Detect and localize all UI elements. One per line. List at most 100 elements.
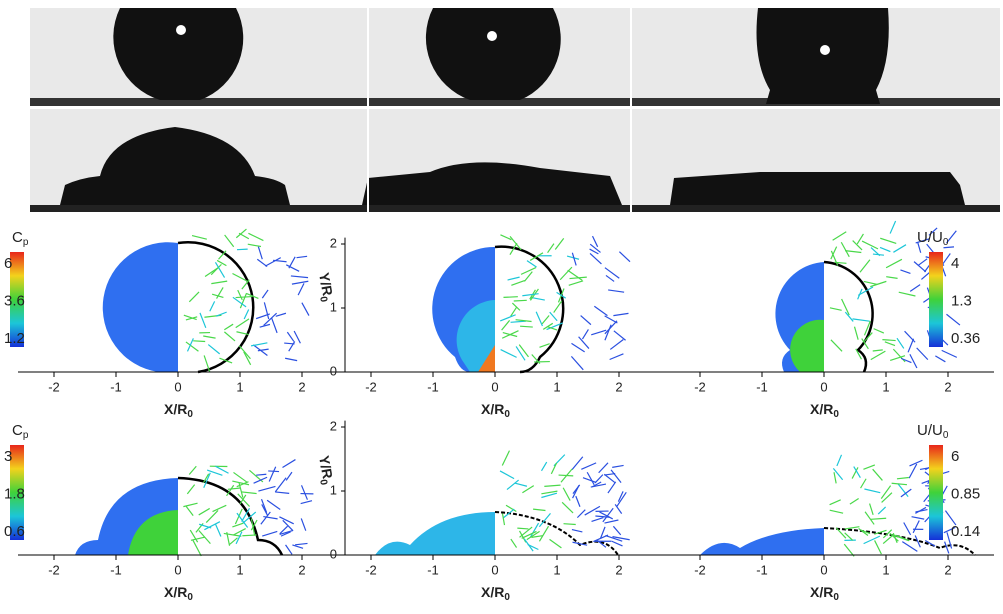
velocity-arrow bbox=[849, 498, 859, 505]
velocity-arrow bbox=[874, 529, 887, 535]
velocity-arrow bbox=[570, 355, 584, 371]
velocity-arrow bbox=[943, 246, 955, 249]
velocity-arrow bbox=[580, 315, 592, 326]
colorbar bbox=[10, 252, 24, 347]
velocity-arrow bbox=[830, 250, 839, 266]
velocity-arrow bbox=[246, 292, 259, 299]
velocity-arrow bbox=[599, 511, 614, 520]
velocity-arrow bbox=[610, 469, 622, 484]
velocity-arrow bbox=[509, 236, 522, 251]
colorbar-tick-label: 0.85 bbox=[951, 485, 980, 502]
x-tick-label: 0 bbox=[820, 562, 827, 577]
x-tick-label: -1 bbox=[756, 562, 768, 577]
velocity-arrow bbox=[616, 491, 627, 508]
droplet bbox=[113, 8, 244, 100]
x-tick-label: 1 bbox=[553, 379, 560, 394]
colorbar-title: U/U0 bbox=[917, 422, 949, 441]
x-axis-label-sub: 0 bbox=[833, 592, 839, 603]
velocity-arrow bbox=[830, 246, 838, 260]
velocity-arrow bbox=[206, 469, 223, 476]
velocity-arrow bbox=[591, 516, 604, 523]
velocity-arrow bbox=[499, 314, 516, 322]
velocity-arrow bbox=[604, 472, 616, 476]
velocity-arrow bbox=[243, 309, 250, 320]
velocity-arrow bbox=[590, 483, 607, 488]
velocity-arrow bbox=[893, 244, 907, 253]
velocity-arrow bbox=[944, 541, 950, 554]
velocity-arrow bbox=[611, 540, 623, 547]
velocity-arrow bbox=[224, 323, 234, 331]
velocity-arrow bbox=[941, 349, 958, 358]
velocity-arrow bbox=[538, 513, 551, 528]
velocity-arrow bbox=[186, 338, 194, 352]
velocity-arrow bbox=[946, 230, 957, 244]
velocity-arrow bbox=[204, 521, 221, 531]
pressure-field bbox=[128, 510, 178, 555]
velocity-arrow bbox=[216, 287, 224, 299]
interface bbox=[823, 260, 874, 373]
x-tick-label: -2 bbox=[365, 562, 377, 577]
velocity-arrow bbox=[855, 348, 862, 360]
x-axis-label: X/R0 bbox=[810, 584, 839, 603]
velocity-arrow bbox=[301, 302, 310, 316]
velocity-arrow bbox=[522, 293, 539, 297]
velocity-arrow bbox=[292, 544, 304, 549]
substrate bbox=[30, 205, 1000, 212]
velocity-arrow bbox=[511, 280, 525, 286]
colorbar-tick-label: 1.8 bbox=[4, 485, 25, 502]
velocity-arrow bbox=[211, 293, 224, 298]
velocity-arrow bbox=[500, 234, 512, 241]
velocity-arrow bbox=[256, 258, 268, 268]
velocity-arrow bbox=[282, 459, 296, 469]
velocity-arrow bbox=[526, 530, 540, 541]
y-tick-label: 0 bbox=[330, 363, 337, 378]
velocity-arrow bbox=[258, 485, 276, 492]
x-tick-label: 1 bbox=[882, 562, 889, 577]
colorbar-tick-label: 0.36 bbox=[951, 330, 980, 347]
y-tick-label: 0 bbox=[330, 546, 337, 561]
velocity-arrow bbox=[872, 468, 883, 481]
velocity-arrow bbox=[236, 331, 249, 336]
velocity-arrow bbox=[510, 320, 526, 323]
velocity-arrow bbox=[199, 312, 207, 329]
velocity-arrow bbox=[943, 526, 956, 534]
velocity-arrow bbox=[917, 242, 922, 253]
pressure-field bbox=[102, 242, 178, 372]
velocity-arrow bbox=[844, 532, 854, 541]
velocity-arrow bbox=[613, 330, 626, 341]
velocity-arrow bbox=[239, 293, 248, 309]
velocity-arrow bbox=[591, 329, 607, 336]
velocity-arrow bbox=[300, 485, 309, 500]
velocity-arrow bbox=[576, 509, 586, 519]
substrate bbox=[30, 98, 1000, 106]
velocity-arrow bbox=[274, 477, 287, 493]
velocity-arrow bbox=[500, 349, 517, 358]
velocity-arrow bbox=[256, 473, 267, 476]
velocity-arrow bbox=[541, 490, 558, 495]
velocity-arrow bbox=[523, 538, 534, 552]
velocity-arrow bbox=[193, 340, 206, 343]
velocity-arrow bbox=[618, 251, 631, 263]
velocity-arrow bbox=[260, 511, 271, 525]
velocity-arrow bbox=[275, 312, 287, 317]
velocity-arrow bbox=[523, 271, 533, 282]
velocity-arrow bbox=[544, 484, 561, 487]
velocity-arrow bbox=[602, 507, 614, 523]
velocity-arrow bbox=[242, 534, 257, 537]
velocity-arrow bbox=[609, 353, 624, 361]
velocity-arrow bbox=[279, 516, 294, 525]
velocity-arrow bbox=[833, 472, 837, 484]
velocity-arrow bbox=[900, 269, 911, 274]
velocity-arrow bbox=[203, 355, 211, 373]
velocity-arrow bbox=[286, 331, 295, 342]
velocity-arrow bbox=[529, 252, 544, 261]
velocity-arrow bbox=[863, 535, 881, 545]
velocity-arrow bbox=[189, 529, 199, 543]
velocity-arrow bbox=[232, 528, 246, 536]
velocity-arrow bbox=[608, 289, 625, 293]
velocity-arrow bbox=[290, 275, 309, 279]
colorbar-title-sub: p bbox=[23, 237, 29, 248]
velocity-arrow bbox=[285, 357, 298, 362]
y-axis-label-main: Y/R bbox=[316, 454, 336, 480]
velocity-arrow bbox=[539, 343, 550, 348]
